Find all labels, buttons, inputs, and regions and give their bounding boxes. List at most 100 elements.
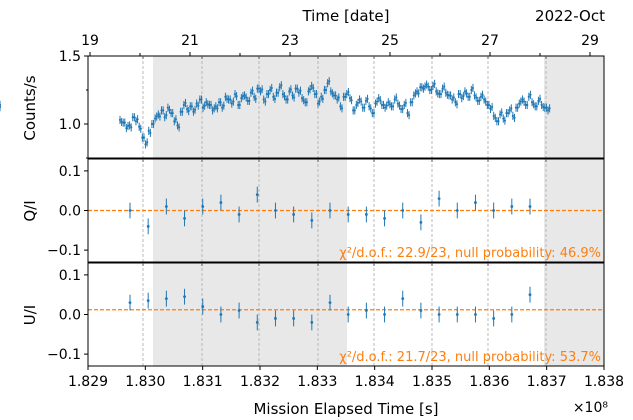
data-point: [382, 103, 385, 107]
data-point: [417, 92, 420, 95]
u-over-i-panel: −0.1 0.0 0.1 1.829 1.830 1.831 1.832 1.833 1.834…: [47, 262, 624, 390]
data-point: [391, 105, 395, 108]
data-point: [133, 116, 136, 119]
data-point: [274, 317, 277, 320]
data-point: [478, 99, 481, 102]
data-point: [146, 141, 149, 144]
data-point: [355, 103, 358, 107]
data-point: [374, 102, 377, 105]
y-tick-label: −0.1: [47, 243, 81, 259]
data-point: [221, 106, 224, 109]
data-point: [152, 122, 155, 126]
data-point: [347, 90, 350, 94]
data-point: [146, 299, 150, 303]
data-point: [474, 313, 477, 316]
data-point: [420, 86, 423, 89]
data-point: [486, 103, 489, 107]
data-point: [364, 309, 368, 312]
data-point: [248, 99, 251, 102]
data-point: [495, 120, 498, 123]
data-point: [407, 114, 411, 117]
data-point: [154, 117, 157, 120]
data-point: [216, 107, 219, 110]
data-point: [513, 116, 516, 119]
data-point: [304, 101, 307, 104]
data-point: [302, 99, 305, 102]
data-point: [524, 103, 527, 107]
q-over-i-chi2-annotation: χ²/d.o.f.: 22.9/23, null probability: 46…: [339, 246, 601, 261]
data-point: [168, 108, 171, 111]
data-point: [439, 92, 443, 96]
y-tick-label: 0.1: [59, 164, 81, 180]
data-point: [163, 116, 166, 119]
x-tick-label: 1.831: [183, 374, 223, 390]
data-point: [237, 103, 240, 107]
data-point: [475, 96, 478, 99]
data-point: [334, 94, 337, 97]
data-point: [165, 114, 168, 117]
data-point: [251, 89, 254, 92]
data-point: [232, 100, 235, 103]
data-point: [136, 118, 139, 121]
data-point: [323, 88, 326, 92]
data-point: [201, 205, 205, 208]
data-point: [296, 87, 299, 90]
data-point: [530, 101, 534, 104]
data-point: [481, 93, 484, 96]
data-point: [516, 106, 519, 109]
data-point: [528, 205, 532, 208]
data-point: [142, 136, 146, 139]
data-point: [340, 107, 344, 110]
x-tick-label: 1.833: [297, 374, 337, 390]
data-point: [284, 98, 288, 101]
data-point: [183, 295, 186, 299]
data-point: [289, 88, 292, 91]
data-point: [254, 97, 257, 100]
data-point: [390, 105, 393, 108]
data-point: [249, 91, 253, 94]
data-point: [270, 86, 273, 90]
data-point: [412, 94, 415, 97]
data-point: [396, 102, 399, 105]
data-point: [299, 89, 302, 92]
data-point: [387, 101, 390, 104]
data-point: [162, 109, 165, 112]
data-point: [479, 95, 483, 98]
data-point: [419, 309, 423, 312]
top-date-axis: 19 21 23 25 27 29: [81, 33, 599, 56]
data-point: [463, 90, 467, 93]
data-point: [320, 95, 323, 98]
top-tick-label: 29: [581, 33, 599, 49]
data-point: [455, 313, 459, 316]
data-point: [476, 99, 479, 102]
data-point: [128, 124, 131, 127]
data-point: [383, 313, 386, 316]
data-point: [380, 103, 384, 107]
count-rate-panel: 1.0 1.5: [0, 49, 605, 159]
x-tick-label: 1.829: [68, 374, 108, 390]
data-point: [179, 110, 182, 113]
data-point: [237, 309, 241, 312]
data-point: [358, 98, 361, 101]
data-point: [443, 85, 446, 88]
data-point: [540, 103, 543, 107]
data-point: [200, 98, 203, 101]
data-point: [449, 94, 452, 97]
data-point: [313, 92, 316, 96]
data-point: [286, 98, 289, 101]
data-point: [138, 125, 141, 128]
data-point: [308, 88, 312, 91]
data-point: [455, 209, 459, 212]
data-point: [430, 88, 433, 92]
data-point: [470, 88, 473, 92]
data-point: [457, 92, 460, 96]
data-point: [346, 213, 350, 216]
data-point: [383, 217, 386, 220]
x-axis-label: Mission Elapsed Time [s]: [253, 400, 438, 418]
data-point: [291, 94, 294, 97]
data-point: [465, 92, 468, 95]
data-point: [437, 197, 441, 201]
data-point: [441, 87, 444, 90]
data-point: [190, 105, 193, 108]
x-tick-label: 1.832: [240, 374, 280, 390]
